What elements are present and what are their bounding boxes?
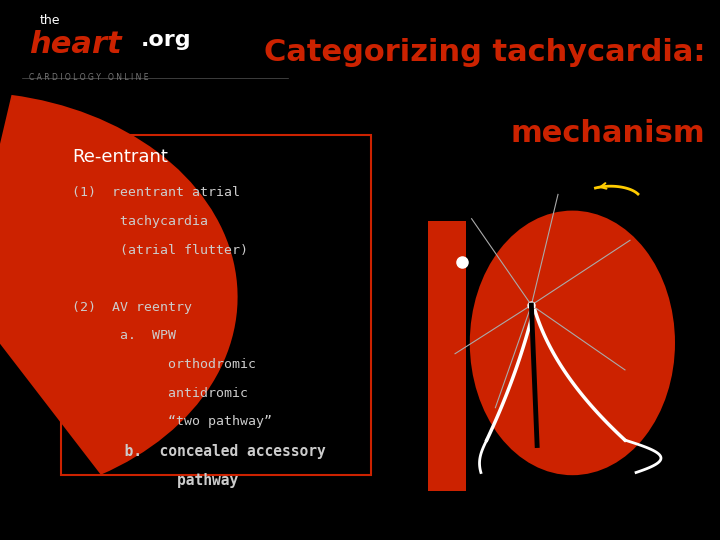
- Text: x: x: [615, 204, 624, 218]
- Bar: [428, 221, 466, 491]
- Text: .org: .org: [140, 30, 191, 50]
- Text: orthodromic: orthodromic: [72, 358, 256, 371]
- Wedge shape: [0, 95, 238, 475]
- Text: tachycardia: tachycardia: [72, 215, 208, 228]
- Text: (atrial flutter): (atrial flutter): [72, 244, 248, 256]
- Text: pathway: pathway: [72, 472, 238, 488]
- Text: Re-entrant: Re-entrant: [72, 148, 168, 166]
- Text: antidromic: antidromic: [72, 387, 248, 400]
- Text: b.  concealed accessory: b. concealed accessory: [72, 444, 325, 459]
- Text: (2)  AV reentry: (2) AV reentry: [72, 301, 192, 314]
- Bar: [61, 135, 371, 475]
- Text: a.  WPW: a. WPW: [72, 329, 176, 342]
- Text: Categorizing tachycardia:: Categorizing tachycardia:: [264, 38, 706, 67]
- Text: (1)  reentrant atrial: (1) reentrant atrial: [72, 186, 240, 199]
- Text: “two pathway”: “two pathway”: [72, 415, 272, 428]
- Ellipse shape: [469, 211, 675, 475]
- Text: the: the: [40, 14, 60, 26]
- Text: C A R D I O L O G Y   O N L I N E: C A R D I O L O G Y O N L I N E: [29, 73, 148, 82]
- Text: heart: heart: [29, 30, 122, 59]
- Text: mechanism: mechanism: [511, 119, 706, 148]
